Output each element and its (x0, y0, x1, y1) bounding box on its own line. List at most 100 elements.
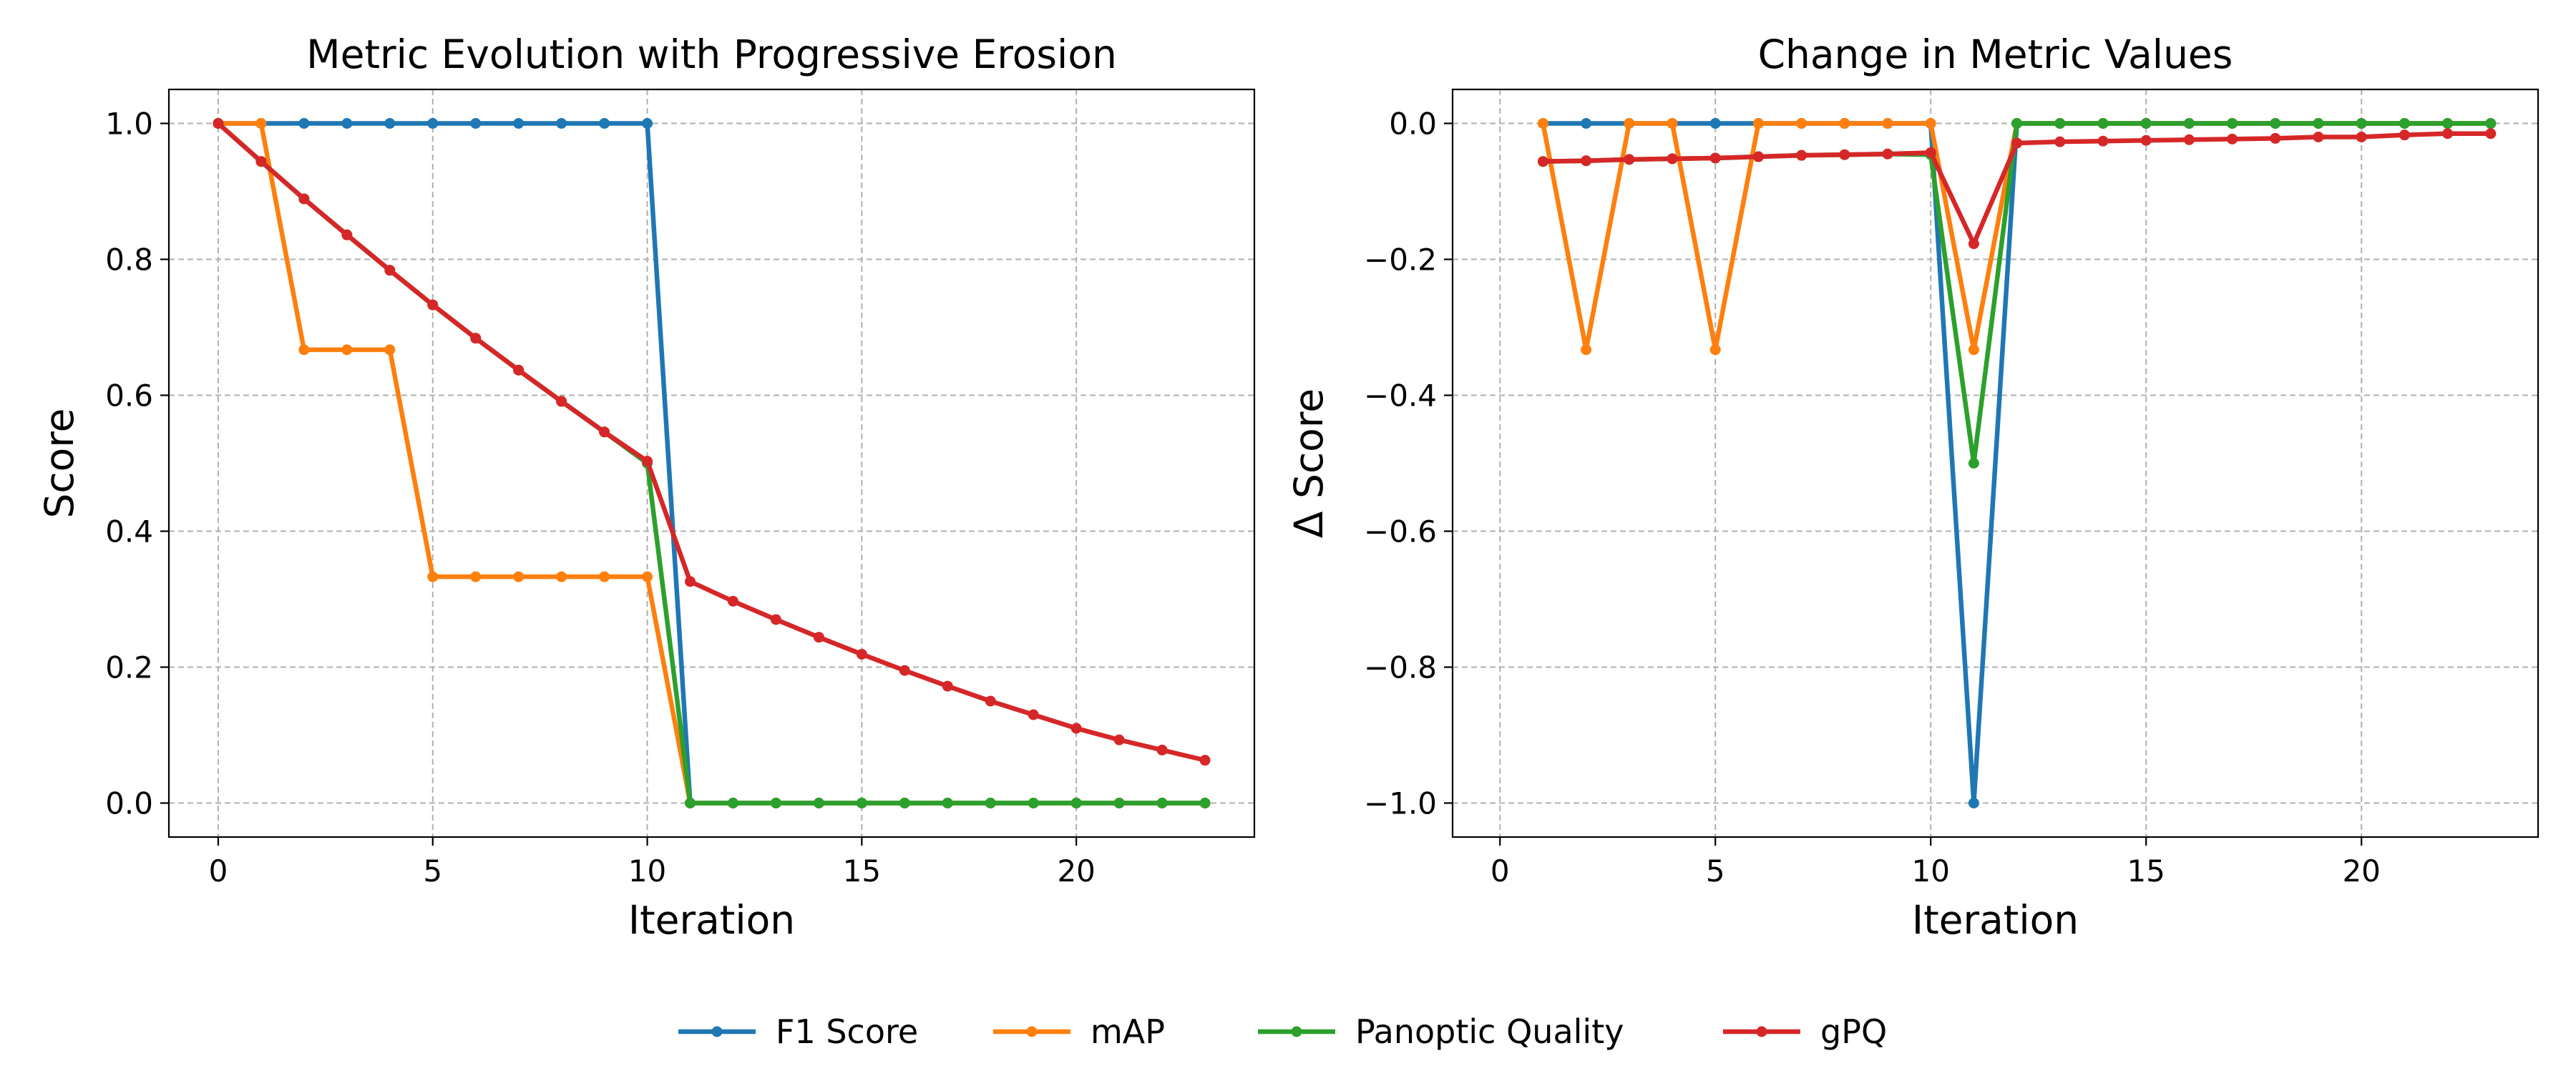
data-point (2183, 134, 2195, 145)
data-point (1070, 723, 1082, 734)
data-point (1709, 118, 1721, 129)
data-point (1667, 153, 1678, 165)
data-point (1070, 798, 1082, 808)
series-f1-score (1537, 118, 2497, 808)
y-tick-label: 1.0 (105, 107, 153, 142)
chart-title-right: Change in Metric Values (1758, 31, 2233, 77)
data-point (2227, 118, 2238, 129)
data-point (1882, 118, 1893, 129)
series-line (1543, 121, 2491, 466)
x-tick-label: 5 (423, 854, 442, 889)
series-line (1543, 121, 2491, 806)
data-point (427, 299, 439, 310)
legend-item-gpq: gPQ (1723, 1012, 1887, 1051)
data-point (1199, 755, 1211, 766)
data-point (556, 571, 567, 582)
data-point (1581, 118, 1592, 129)
data-point (1839, 149, 1850, 160)
x-tick-label: 5 (1706, 854, 1725, 889)
legend-label: F1 Score (776, 1012, 918, 1051)
y-tick-label: 0.6 (105, 378, 153, 414)
axes-frame (167, 88, 1256, 838)
data-point (599, 118, 610, 129)
data-point (2097, 118, 2109, 129)
legend-marker (711, 1026, 723, 1037)
y-axis-label-left: Score (36, 408, 82, 518)
data-point (856, 648, 867, 660)
data-point (685, 576, 696, 587)
data-point (642, 571, 653, 582)
data-point (1709, 344, 1721, 356)
x-tick-label: 0 (209, 854, 228, 889)
x-tick-label: 20 (1057, 854, 1095, 889)
data-point (1537, 156, 1548, 167)
data-point (2270, 118, 2281, 129)
series-f1-score (213, 118, 1211, 808)
data-point (1624, 154, 1635, 165)
legend-item-panoptic-quality: Panoptic Quality (1258, 1012, 1624, 1051)
x-tick-label: 15 (2127, 854, 2165, 889)
axes-frame (1451, 88, 2540, 838)
data-point (341, 229, 353, 240)
data-point (1581, 155, 1592, 167)
series-gpq (213, 118, 1211, 766)
data-point (470, 118, 482, 129)
data-point (341, 344, 353, 356)
y-tick-label: −1.0 (1364, 786, 1437, 821)
data-point (1752, 151, 1764, 162)
data-point (770, 798, 781, 808)
data-point (384, 265, 396, 276)
data-point (2442, 128, 2454, 140)
data-point (1199, 798, 1211, 808)
x-tick-label: 20 (2342, 854, 2380, 889)
data-point (513, 364, 525, 376)
data-point (384, 118, 396, 129)
grid-left (169, 89, 1254, 837)
data-point (727, 798, 738, 808)
data-point (727, 595, 738, 607)
series-line (216, 122, 1206, 806)
data-point (255, 118, 267, 129)
legend-marker (1026, 1026, 1038, 1037)
series-line (218, 121, 1206, 806)
series-line (216, 122, 1206, 763)
y-axis-label-right: Δ Score (1286, 388, 1332, 538)
data-point (1028, 709, 1039, 720)
data-point (685, 798, 696, 808)
y-tick-label: 0.8 (105, 243, 153, 278)
data-point (470, 333, 482, 344)
data-point (556, 118, 567, 129)
x-tick-label: 10 (628, 854, 666, 889)
x-tick-label: 10 (1911, 854, 1949, 889)
data-point (1968, 238, 1979, 250)
data-point (1882, 148, 1893, 160)
legend-label: mAP (1091, 1012, 1165, 1051)
data-point (942, 798, 953, 808)
legend-label: Panoptic Quality (1355, 1012, 1624, 1051)
data-point (2227, 133, 2238, 145)
data-point (642, 456, 653, 467)
data-point (2011, 118, 2023, 129)
chart-title-left: Metric Evolution with Progressive Erosio… (306, 31, 1117, 77)
data-point (1752, 118, 1764, 129)
data-point (899, 665, 910, 676)
data-point (1709, 152, 1721, 164)
data-point (255, 156, 267, 167)
data-point (1028, 798, 1039, 808)
legend-item-map: mAP (993, 1012, 1165, 1051)
data-point (813, 632, 824, 643)
data-point (942, 680, 953, 692)
data-point (1156, 798, 1168, 808)
data-point (899, 798, 910, 808)
data-point (384, 344, 396, 356)
data-point (856, 798, 867, 808)
y-tick-label: 0.4 (105, 514, 153, 549)
data-point (1796, 150, 1807, 161)
data-point (427, 118, 439, 129)
data-point (2356, 132, 2367, 142)
data-point (2097, 135, 2109, 147)
x-axis-label-left: Iteration (628, 897, 795, 943)
data-point (1581, 344, 1592, 356)
